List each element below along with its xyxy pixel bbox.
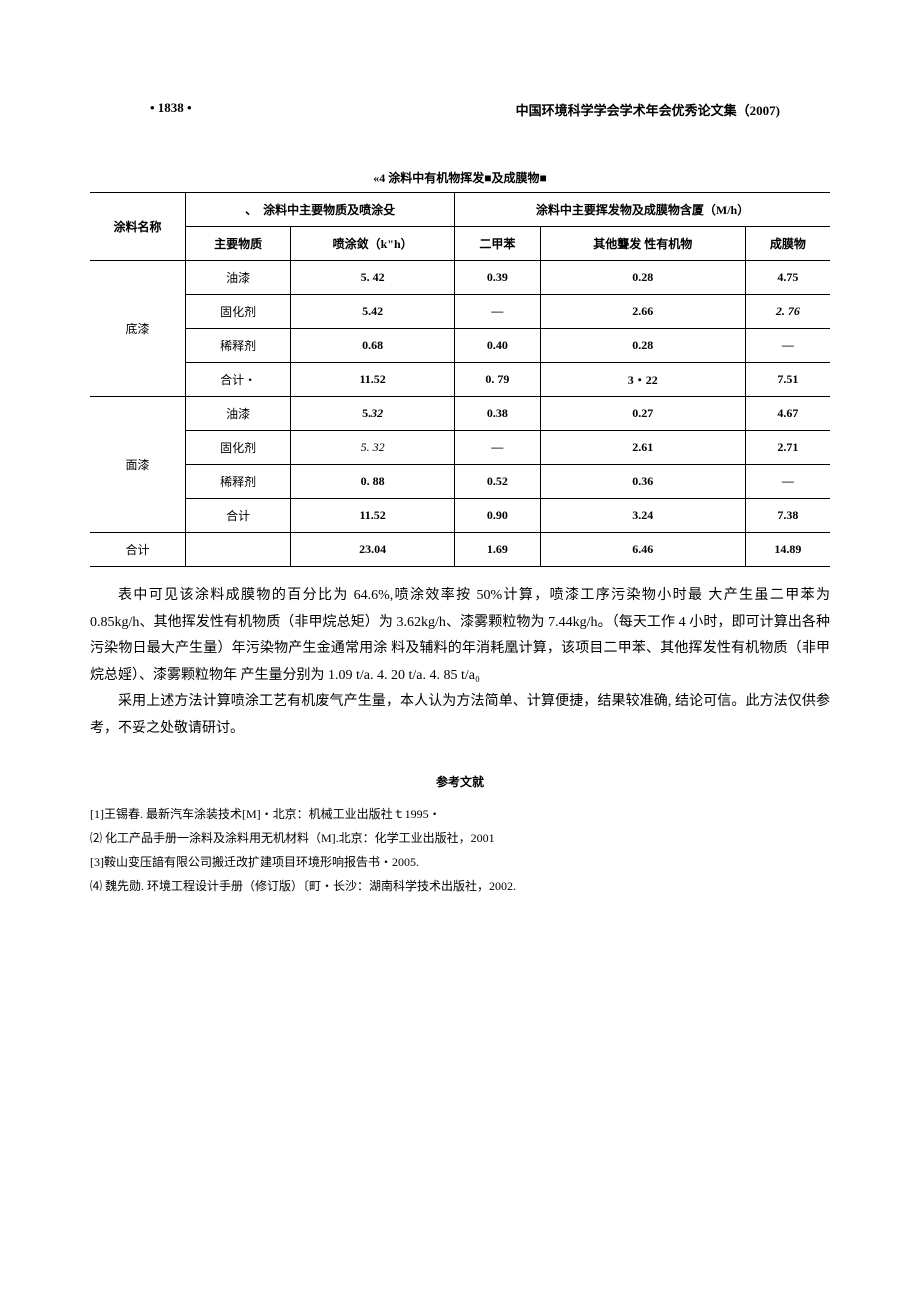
cell: 0.38	[455, 397, 541, 431]
cell: 5. 42	[291, 261, 455, 295]
cell: 6.46	[540, 533, 745, 567]
cell: 2. 76	[745, 295, 830, 329]
cell: 2.61	[540, 431, 745, 465]
cell: 5. 32	[291, 431, 455, 465]
total-label: 合计	[90, 533, 186, 567]
paragraph-2: 采用上述方法计算喷涂工艺有机废气产生量，本人认为方法简单、计算便捷，结果较准确,…	[90, 689, 830, 742]
cell: 0.28	[540, 329, 745, 363]
cell: 固化剂	[186, 295, 291, 329]
cell: 合计	[186, 499, 291, 533]
cell: 4.75	[745, 261, 830, 295]
group-name-topcoat: 面漆	[90, 397, 186, 533]
table-row: 固化剂 5. 32 — 2.61 2.71	[90, 431, 830, 465]
cell: 5.32	[291, 397, 455, 431]
reference-item: [1]王锡春. 最新汽车涂装技术[M]・北京：机械工业出版社ｔ1995・	[90, 802, 830, 826]
cell: —	[455, 431, 541, 465]
page-header: • 1838 • 中国环境科学学会学术年会优秀论文集（2007)	[90, 100, 830, 119]
cell: —	[455, 295, 541, 329]
table-row: 稀释剂 0. 88 0.52 0.36 —	[90, 465, 830, 499]
cell: 稀释剂	[186, 465, 291, 499]
cell: 2.71	[745, 431, 830, 465]
cell: 23.04	[291, 533, 455, 567]
references-title: 参考文就	[90, 773, 830, 790]
th-group-material: 、 涂料中主要物质及喷涂殳	[186, 193, 455, 227]
cell: 2.66	[540, 295, 745, 329]
document-page: • 1838 • 中国环境科学学会学术年会优秀论文集（2007) «4 涂料中有…	[0, 0, 920, 958]
table-row: 面漆 油漆 5.32 0.38 0.27 4.67	[90, 397, 830, 431]
cell: 0.90	[455, 499, 541, 533]
table-row: 稀释剂 0.68 0.40 0.28 —	[90, 329, 830, 363]
cell: 14.89	[745, 533, 830, 567]
th-film: 成膜物	[745, 227, 830, 261]
th-xylene: 二甲苯	[455, 227, 541, 261]
th-material: 主要物质	[186, 227, 291, 261]
cell: 3.24	[540, 499, 745, 533]
cell: 0.52	[455, 465, 541, 499]
cell: 油漆	[186, 261, 291, 295]
th-other-voc: 其他聾发 性有机物	[540, 227, 745, 261]
reference-item: ⑵ 化工产品手册一涂料及涂料用无机材料（M].北京：化学工业出版社，2001	[90, 826, 830, 850]
table-row: 底漆 油漆 5. 42 0.39 0.28 4.75	[90, 261, 830, 295]
reference-item: ⑷ 魏先勋. 环境工程设计手册（修订版）〔町・长沙：湖南科学技术出版社，2002…	[90, 874, 830, 898]
cell: —	[745, 465, 830, 499]
cell: 0.28	[540, 261, 745, 295]
paragraph-1: 表中可见该涂料成膜物的百分比为 64.6%,喷涂效率按 50%计算，喷漆工序污染…	[90, 583, 830, 689]
cell	[186, 533, 291, 567]
th-coating-name: 涂料名称	[90, 193, 186, 261]
data-table: 涂料名称 、 涂料中主要物质及喷涂殳 涂料中主要挥发物及成膜物含厦（M/h） 主…	[90, 192, 830, 567]
table-row: 合计・ 11.52 0. 79 3・22 7.51	[90, 363, 830, 397]
cell: 7.51	[745, 363, 830, 397]
references-list: [1]王锡春. 最新汽车涂装技术[M]・北京：机械工业出版社ｔ1995・ ⑵ 化…	[90, 802, 830, 898]
header-title: 中国环境科学学会学术年会优秀论文集（2007)	[516, 100, 780, 119]
body-text: 表中可见该涂料成膜物的百分比为 64.6%,喷涂效率按 50%计算，喷漆工序污染…	[90, 583, 830, 743]
cell: 0. 79	[455, 363, 541, 397]
cell: 0.40	[455, 329, 541, 363]
cell: 5.42	[291, 295, 455, 329]
cell: 11.52	[291, 499, 455, 533]
reference-item: [3]鞍山变压諳有限公司搬迁改扩建项目环境形响报告书・2005.	[90, 850, 830, 874]
th-spray-rate: 喷涂敛（k"h）	[291, 227, 455, 261]
table-caption: «4 涂料中有机物挥发■及成膜物■	[90, 169, 830, 186]
cell: 油漆	[186, 397, 291, 431]
group-name-primer: 底漆	[90, 261, 186, 397]
table-row: 合计 11.52 0.90 3.24 7.38	[90, 499, 830, 533]
cell: 4.67	[745, 397, 830, 431]
cell: 固化剂	[186, 431, 291, 465]
cell: 稀释剂	[186, 329, 291, 363]
cell: 1.69	[455, 533, 541, 567]
cell: 合计・	[186, 363, 291, 397]
th-group-emission: 涂料中主要挥发物及成膜物含厦（M/h）	[455, 193, 830, 227]
cell: 0.36	[540, 465, 745, 499]
table-row-total: 合计 23.04 1.69 6.46 14.89	[90, 533, 830, 567]
cell: 7.38	[745, 499, 830, 533]
table-row: 固化剂 5.42 — 2.66 2. 76	[90, 295, 830, 329]
cell: 11.52	[291, 363, 455, 397]
page-number: • 1838 •	[150, 100, 192, 119]
cell: 0. 88	[291, 465, 455, 499]
cell: 3・22	[540, 363, 745, 397]
cell: —	[745, 329, 830, 363]
cell: 0.27	[540, 397, 745, 431]
cell: 0.68	[291, 329, 455, 363]
cell: 0.39	[455, 261, 541, 295]
